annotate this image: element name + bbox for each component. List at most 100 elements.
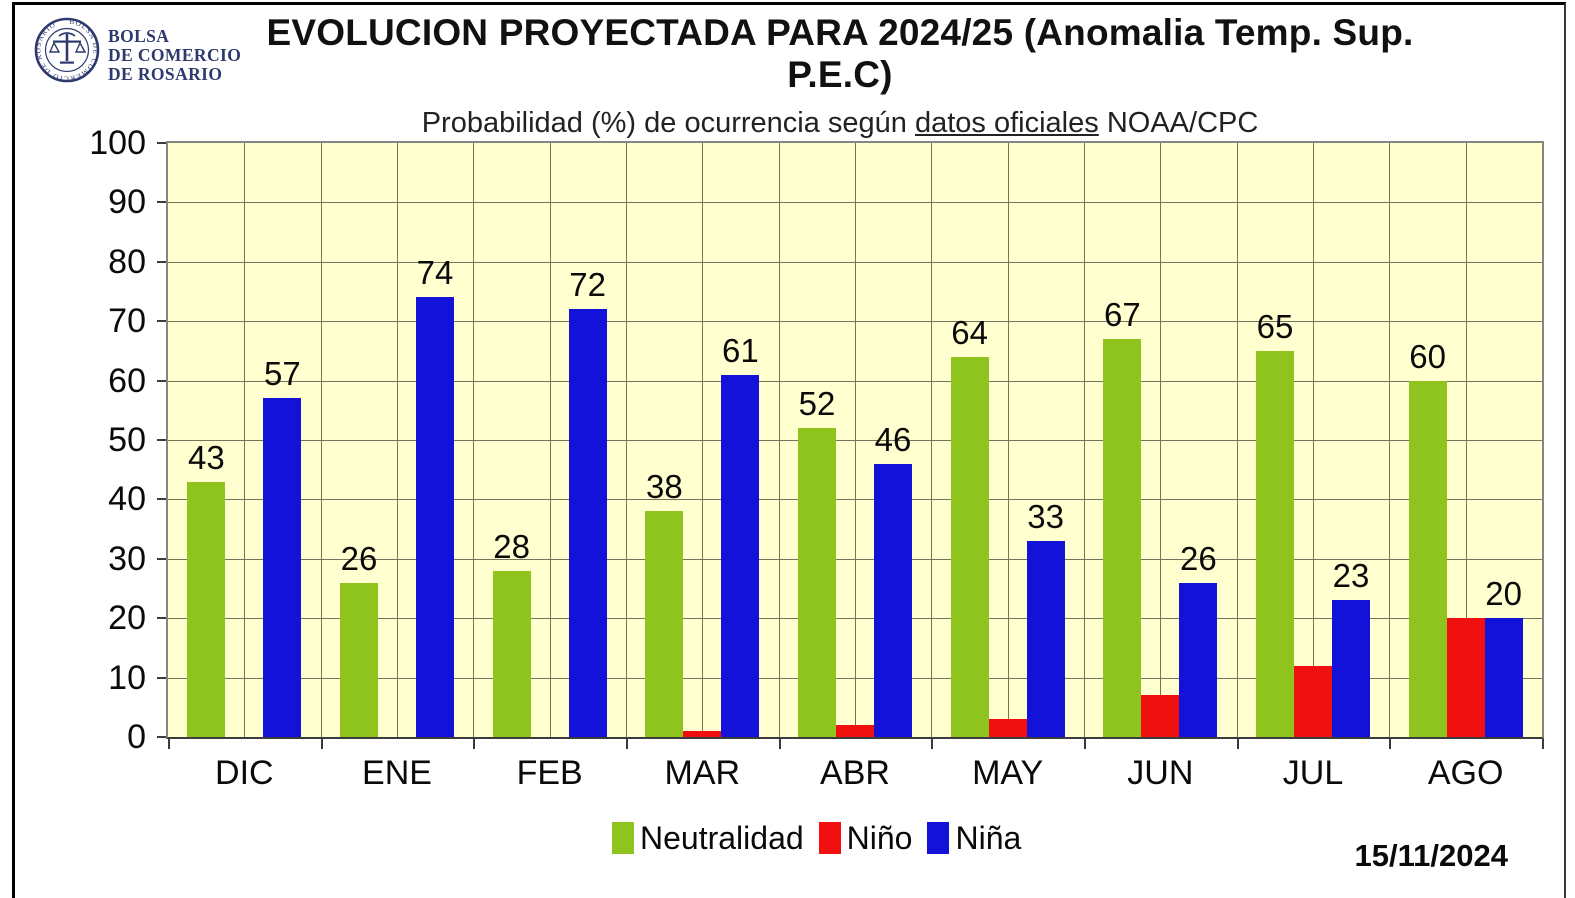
org-name-line: DE ROSARIO — [108, 64, 223, 84]
subtitle-suffix: NOAA/CPC — [1098, 107, 1259, 139]
value-label: 67 — [1103, 296, 1141, 334]
value-label: 61 — [721, 331, 759, 369]
bar-nia — [721, 374, 760, 737]
x-axis-label: MAR — [664, 754, 741, 792]
x-axis-label: ABR — [820, 754, 890, 792]
bar-nia — [416, 297, 454, 737]
bar-nia — [1332, 600, 1370, 737]
value-label: 38 — [645, 468, 683, 506]
x-axis-tick — [778, 739, 781, 749]
x-axis-label: JUN — [1127, 754, 1194, 792]
x-axis-label: JUL — [1282, 754, 1344, 792]
legend-swatch — [612, 822, 634, 854]
y-axis-tick — [157, 557, 166, 560]
y-axis-tick — [157, 260, 166, 263]
y-axis-label: 50 — [108, 421, 146, 459]
bar-neutralidad — [187, 481, 226, 737]
x-axis-label: MAY — [972, 754, 1044, 792]
v-gridline — [855, 143, 856, 737]
legend-swatch — [927, 822, 950, 854]
x-axis-tick — [1084, 739, 1086, 749]
bar-neutralidad — [950, 356, 989, 737]
v-gridline — [549, 143, 551, 737]
value-label: 64 — [951, 313, 989, 351]
value-label: 43 — [187, 438, 225, 476]
y-axis-label: 0 — [127, 718, 146, 756]
y-axis-tick — [157, 617, 166, 620]
v-gridline — [626, 143, 627, 737]
value-label: 65 — [1256, 307, 1294, 345]
value-label: 57 — [263, 355, 301, 393]
bar-neutralidad — [798, 428, 836, 737]
scales-icon — [48, 32, 87, 64]
y-axis-label: 30 — [108, 539, 146, 578]
subtitle-underlined: datos oficiales — [914, 107, 1099, 139]
v-gridline — [1007, 143, 1009, 737]
y-axis-tick — [157, 736, 166, 738]
bar-nia — [1179, 582, 1218, 737]
v-gridline — [473, 143, 475, 737]
bar-nia — [568, 309, 607, 737]
bar-nio — [1141, 695, 1180, 737]
value-label: 33 — [1027, 497, 1065, 535]
x-axis-tick — [931, 739, 934, 749]
value-label: 74 — [416, 254, 454, 292]
value-label: 28 — [493, 527, 531, 565]
bar-nia — [1484, 618, 1523, 737]
bar-neutralidad — [1408, 380, 1447, 737]
bar-neutralidad — [645, 511, 684, 737]
y-axis-tick — [157, 498, 166, 501]
y-axis-label: 60 — [108, 361, 146, 400]
v-gridline — [1084, 143, 1085, 737]
y-axis-tick — [157, 379, 166, 382]
legend-item: Niño — [818, 820, 913, 856]
y-axis-tick — [157, 676, 166, 679]
y-axis-label: 100 — [89, 124, 146, 162]
v-gridline — [702, 143, 704, 737]
bar-nia — [1026, 540, 1065, 737]
org-name: BOLSA DE COMERCIO DE ROSARIO — [108, 27, 241, 84]
y-axis-label: 80 — [108, 242, 146, 281]
v-gridline — [244, 143, 246, 737]
x-axis-label: FEB — [516, 754, 583, 792]
value-label: 26 — [1179, 539, 1217, 577]
v-gridline — [1313, 143, 1314, 737]
legend-item: Niña — [927, 820, 1021, 856]
bar-nia — [874, 463, 912, 737]
legend-swatch — [818, 822, 841, 854]
legend-label: Niña — [955, 820, 1022, 856]
chart-legend: Neutralidad Niño Niña — [612, 820, 1021, 856]
v-gridline — [1236, 143, 1238, 737]
bolsa-de-comercio-seal-logo: BOLSA DE COMERCIO DE ROSARIO — [33, 17, 99, 84]
bar-neutralidad — [492, 570, 531, 737]
legend-item: Neutralidad — [612, 820, 804, 856]
bar-nio — [988, 719, 1027, 737]
x-axis-tick — [320, 739, 323, 749]
value-label: 26 — [340, 539, 378, 577]
legend-label: Niño — [846, 820, 913, 856]
plot-area: 43 57 26 74 28 72 38 61 52 46 64 33 67 26 65 23 60 20 — [166, 141, 1544, 739]
value-label: 23 — [1332, 557, 1370, 595]
x-axis-tick — [168, 739, 170, 749]
chart-title: EVOLUCION PROYECTADA PARA 2024/25 (Anoma… — [266, 12, 1414, 95]
v-gridline — [397, 143, 398, 737]
value-label: 60 — [1409, 337, 1447, 375]
org-name-line: BOLSA — [108, 26, 170, 46]
y-axis-label: 10 — [108, 658, 146, 697]
bar-nio — [683, 731, 722, 737]
x-axis-label: ENE — [362, 754, 432, 792]
bar-neutralidad — [1256, 350, 1294, 737]
y-axis-label: 40 — [108, 480, 146, 519]
bar-nio — [836, 725, 874, 737]
org-name-line: DE COMERCIO — [108, 45, 242, 65]
x-axis-tick — [626, 739, 628, 749]
y-axis-tick — [157, 439, 166, 441]
v-gridline — [320, 143, 322, 737]
x-axis-tick — [1389, 739, 1392, 749]
bar-nio — [1294, 665, 1332, 737]
y-axis-label: 90 — [108, 183, 146, 222]
x-axis-tick — [1542, 739, 1544, 749]
v-gridline — [1389, 143, 1391, 737]
x-axis-label: AGO — [1427, 754, 1504, 792]
y-axis-tick — [157, 201, 166, 204]
